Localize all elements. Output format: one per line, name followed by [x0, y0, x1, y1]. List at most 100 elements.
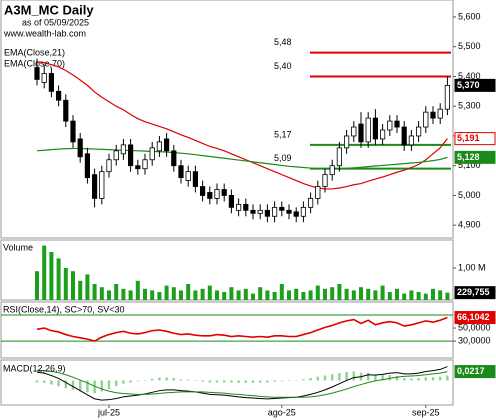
y-tick-label: 50,0000 [458, 322, 491, 332]
last-value-box [454, 286, 496, 300]
histogram-bar [381, 375, 384, 381]
volume-bar [114, 284, 119, 300]
last-value-box [454, 311, 496, 325]
last-value-box [454, 150, 496, 164]
histogram-bar [201, 380, 204, 382]
candle-body [171, 150, 177, 167]
histogram-bar [151, 378, 154, 381]
volume-bar [344, 288, 349, 300]
last-value-label: 5,370 [457, 80, 480, 90]
last-value-box [454, 365, 496, 379]
volume-bar [287, 290, 291, 300]
volume-bar [409, 290, 414, 300]
candle-body [214, 189, 220, 199]
candle-body [379, 129, 386, 140]
histogram-bar [230, 380, 233, 383]
y-tick-label: 5,400 [458, 71, 481, 81]
histogram-bar [43, 380, 46, 383]
volume-bar [359, 287, 363, 300]
candle-body [106, 159, 112, 173]
x-tick-label: sep-25 [412, 407, 440, 417]
histogram-bar [158, 377, 161, 381]
x-tick-label: jul-25 [97, 407, 120, 417]
candle-body [127, 144, 134, 167]
indicator-line [36, 316, 448, 342]
volume-bar [337, 284, 342, 300]
candle-body [300, 206, 307, 217]
volume-bar [179, 290, 183, 300]
histogram-bar [395, 375, 399, 381]
volume-bar [301, 292, 306, 300]
indicator-line [36, 369, 448, 398]
histogram-bar [143, 380, 147, 381]
volume-bar [56, 258, 61, 300]
level-label: 5,17 [274, 129, 292, 139]
candle-body [149, 147, 155, 161]
volume-bar [308, 290, 313, 300]
histogram-bar [35, 380, 39, 383]
x-tick-label: ago-25 [268, 407, 296, 417]
histogram-bar [172, 378, 175, 381]
histogram-bar [215, 380, 219, 383]
candle-body [401, 126, 407, 146]
histogram-bar [323, 375, 327, 381]
volume-bar [294, 288, 299, 300]
volume-bar [128, 290, 133, 300]
volume-bar [251, 293, 255, 300]
candle-body [178, 165, 184, 179]
candle-body [243, 203, 249, 211]
last-value-label: 5,128 [457, 152, 480, 162]
y-tick-label: 5,100 [458, 160, 481, 170]
candle-body [257, 209, 263, 214]
candle-body [286, 209, 292, 214]
histogram-bar [374, 374, 377, 381]
volume-bar [63, 268, 68, 300]
candle-body [235, 203, 242, 211]
last-value-box [454, 78, 496, 92]
histogram-bar [64, 380, 67, 389]
histogram-bar [107, 380, 111, 390]
volume-bar [323, 288, 327, 300]
histogram-bar [302, 379, 305, 381]
candle-body [444, 84, 451, 110]
panel-frame [0, 301, 454, 359]
candle-body [41, 73, 47, 83]
y-tick-label: 5,600 [458, 11, 481, 21]
histogram-bar [331, 374, 334, 381]
volume-bar [438, 290, 443, 300]
histogram-bar [424, 377, 427, 381]
volume-bar [99, 287, 104, 300]
candle-body [437, 108, 443, 119]
volume-bar [143, 288, 147, 300]
histogram-bar [122, 380, 125, 384]
volume-bar [387, 292, 392, 300]
candle-body [329, 165, 335, 176]
volume-bar [200, 288, 205, 300]
histogram-bar [100, 380, 103, 392]
histogram-bar [79, 380, 82, 392]
last-value-label: 66,1042 [457, 312, 490, 322]
volume-bar [445, 292, 450, 300]
level-label: 5,40 [274, 61, 292, 71]
last-value-label: 5,191 [457, 133, 480, 143]
histogram-bar [129, 380, 132, 383]
indicator-line [36, 147, 448, 170]
indicator-line [36, 366, 448, 401]
volume-bar [279, 284, 284, 300]
volume-bar [423, 293, 428, 300]
candle-body [358, 123, 364, 143]
volume-bar [150, 290, 155, 300]
candle-body [185, 171, 191, 181]
legend-entry: EMA(Close,21) [4, 47, 65, 57]
volume-bar [107, 290, 111, 300]
histogram-bar [208, 380, 211, 383]
histogram-bar [86, 380, 89, 393]
panel-frame [0, 239, 454, 301]
histogram-bar [165, 377, 168, 381]
candle-body [77, 138, 83, 158]
histogram-bar [316, 376, 319, 381]
histogram-bar [273, 380, 276, 382]
candle-body [56, 90, 62, 101]
candle-body [156, 141, 162, 152]
volume-bar [222, 292, 227, 300]
